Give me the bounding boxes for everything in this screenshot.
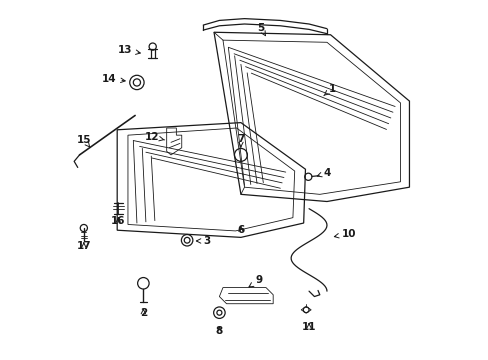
Text: 4: 4 [317,168,330,178]
Text: 17: 17 [77,241,91,251]
Text: 3: 3 [196,236,210,246]
Text: 14: 14 [102,74,125,84]
Text: 16: 16 [111,216,125,226]
Text: 10: 10 [334,229,355,239]
Text: 8: 8 [215,325,223,336]
Text: 15: 15 [77,135,91,148]
Text: 5: 5 [257,23,265,36]
Text: 13: 13 [118,45,140,55]
Text: 9: 9 [248,275,262,287]
Text: 11: 11 [301,322,316,332]
Text: 2: 2 [140,308,147,318]
Text: 12: 12 [144,132,164,142]
Text: 1: 1 [323,84,335,96]
Text: 6: 6 [237,225,244,235]
Text: 7: 7 [237,134,244,147]
